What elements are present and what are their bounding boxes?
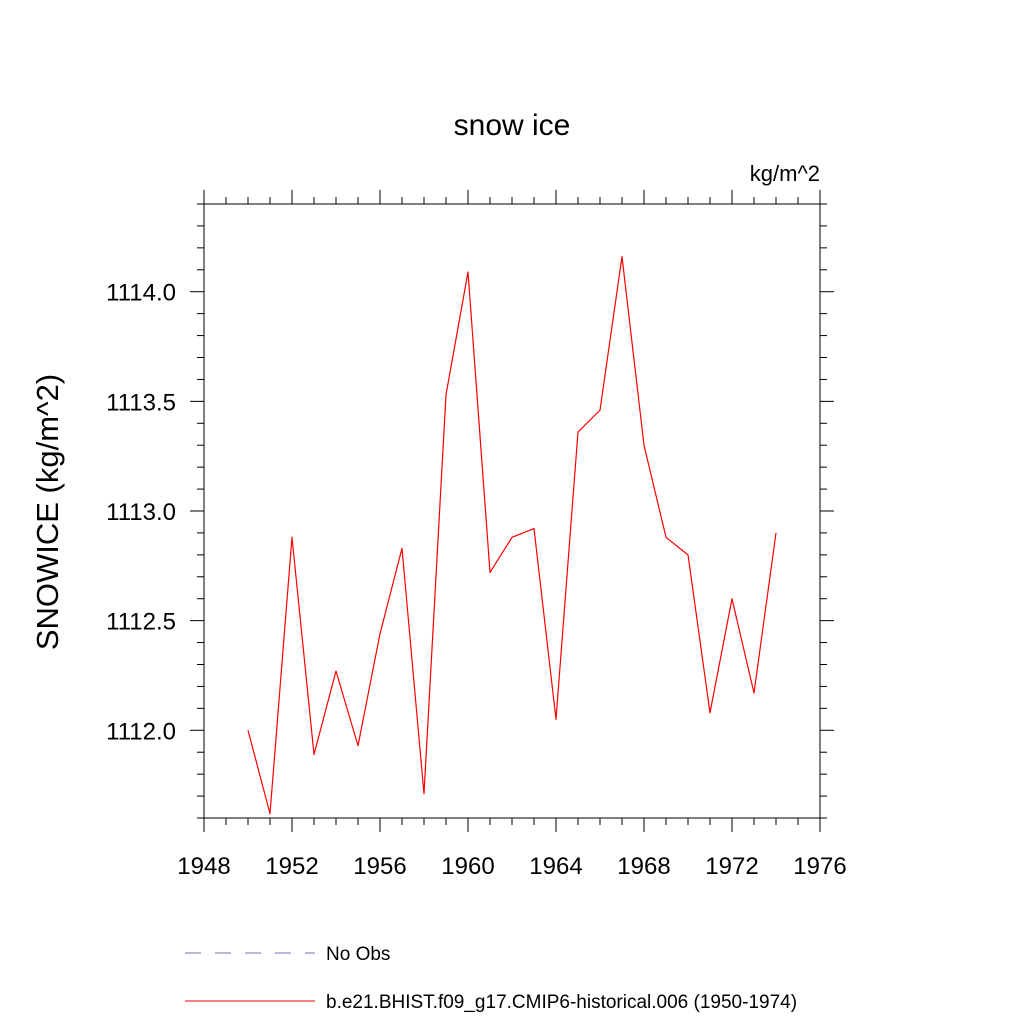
legend: No Obs b.e21.BHIST.f09_g17.CMIP6-historic… bbox=[185, 944, 797, 1013]
x-tick-label: 1952 bbox=[265, 853, 318, 880]
y-tick-label: 1112.5 bbox=[106, 609, 176, 636]
series-group bbox=[247, 256, 777, 815]
x-tick-label: 1976 bbox=[793, 853, 846, 880]
x-tick-label: 1948 bbox=[177, 853, 230, 880]
x-tick-label: 1972 bbox=[705, 853, 758, 880]
y-tick-label: 1112.0 bbox=[106, 718, 176, 745]
y-tick-label: 1114.0 bbox=[106, 280, 176, 307]
chart-title: snow ice bbox=[454, 109, 571, 142]
y-axis-label: SNOWICE (kg/m^2) bbox=[30, 374, 65, 650]
x-tick-label: 1960 bbox=[441, 853, 494, 880]
units-label: kg/m^2 bbox=[750, 161, 820, 186]
plot-frame bbox=[203, 203, 821, 819]
y-tick-label: 1113.5 bbox=[106, 389, 176, 416]
series-line bbox=[247, 256, 777, 815]
x-tick-label: 1964 bbox=[529, 853, 582, 880]
axis-ticks bbox=[190, 190, 834, 832]
legend-label: No Obs bbox=[326, 944, 390, 965]
x-tick-label: 1968 bbox=[617, 853, 670, 880]
tick-labels: 1948 1952 1956 1960 1964 1968 1972 1976 1112.0 11… bbox=[106, 280, 847, 880]
legend-label: b.e21.BHIST.f09_g17.CMIP6-historical.006… bbox=[326, 992, 797, 1013]
y-tick-label: 1113.0 bbox=[106, 499, 176, 526]
x-tick-label: 1956 bbox=[353, 853, 406, 880]
